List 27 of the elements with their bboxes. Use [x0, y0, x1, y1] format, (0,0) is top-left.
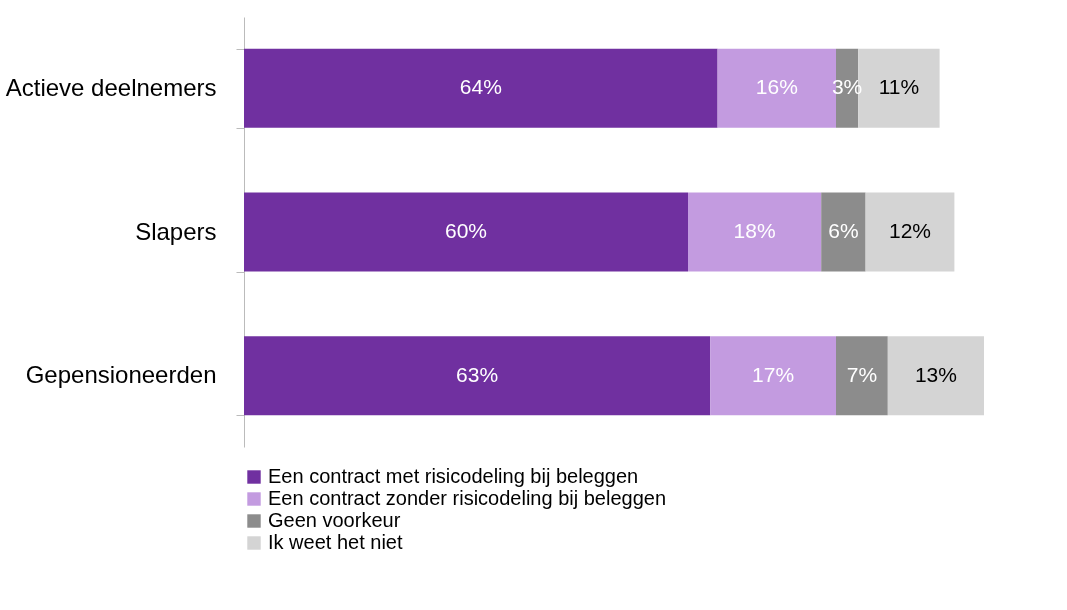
data-label: 12%: [888, 219, 932, 242]
data-label: 16%: [755, 75, 798, 99]
bar: [688, 192, 822, 272]
y-tick-label: Slapers: [135, 217, 217, 245]
legend-label: Een contract met risicodeling bij beleggen: [268, 465, 639, 487]
y-tick-label: Actieve deelnemers: [5, 73, 217, 101]
legend-label: Geen voorkeur: [268, 509, 401, 531]
data-label: 13%: [914, 362, 957, 386]
data-label: 64%: [459, 75, 502, 99]
y-tick-label: Gepensioneerden: [25, 361, 217, 389]
data-label: 18%: [733, 219, 776, 242]
legend-label: Een contract zonder risicodeling bij beleggen: [268, 487, 667, 509]
bar: [865, 192, 955, 272]
bar: [710, 336, 836, 416]
bar: [836, 336, 888, 416]
data-label: 63%: [456, 362, 499, 386]
data-label: 17%: [752, 362, 795, 386]
bar: [244, 192, 688, 272]
data-label: 6%: [828, 219, 859, 242]
legend-label: Ik weet het niet: [268, 531, 403, 553]
bar: [887, 336, 984, 416]
bar: [244, 336, 711, 416]
bar: [244, 48, 718, 128]
data-label: 7%: [846, 362, 878, 386]
data-label: 11%: [878, 75, 920, 99]
bar: [821, 192, 866, 272]
data-label: 60%: [444, 219, 488, 242]
